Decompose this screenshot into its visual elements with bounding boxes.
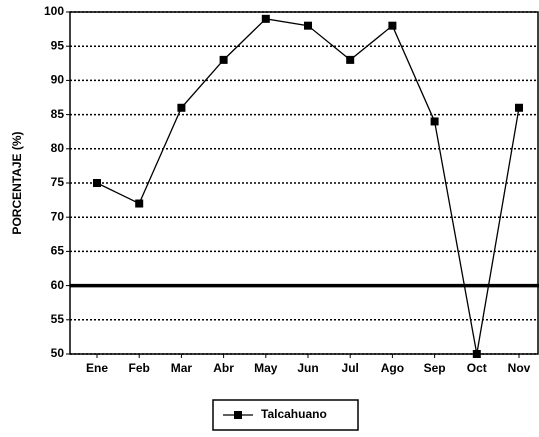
y-tick-label: 50 bbox=[51, 346, 65, 360]
x-tick-label: Abr bbox=[213, 361, 234, 375]
point bbox=[388, 21, 397, 30]
y-tick-label: 75 bbox=[51, 175, 65, 189]
legend-marker bbox=[234, 411, 242, 419]
series-line bbox=[96, 18, 520, 355]
point bbox=[346, 55, 355, 64]
point bbox=[261, 14, 270, 23]
y-tick-label: 90 bbox=[51, 73, 65, 87]
x-tick-label: Feb bbox=[129, 361, 150, 375]
point bbox=[93, 179, 101, 187]
x-tick-label: Oct bbox=[467, 361, 487, 375]
y-tick-label: 60 bbox=[51, 278, 65, 292]
x-tick-label: May bbox=[254, 361, 278, 375]
x-tick-label: Ene bbox=[86, 361, 108, 375]
y-axis-label: PORCENTAJE (%) bbox=[10, 131, 24, 234]
point bbox=[304, 21, 312, 30]
y-tick-label: 55 bbox=[51, 312, 65, 326]
y-tick-label: 100 bbox=[44, 4, 64, 18]
plot-frame bbox=[69, 11, 539, 355]
point bbox=[177, 103, 186, 112]
legend-label: Talcahuano bbox=[261, 407, 327, 421]
y-tick-label: 65 bbox=[51, 244, 65, 258]
y-tick-label: 70 bbox=[51, 209, 65, 223]
x-tick-label: Sep bbox=[424, 361, 446, 375]
y-tick-label: 80 bbox=[51, 141, 65, 155]
x-tick-label: Nov bbox=[508, 361, 531, 375]
point bbox=[135, 199, 144, 208]
point bbox=[472, 350, 481, 358]
legend-box bbox=[212, 399, 359, 431]
y-tick-label: 85 bbox=[51, 107, 65, 121]
point bbox=[515, 103, 523, 112]
x-tick-label: Mar bbox=[171, 361, 193, 375]
x-tick-label: Jul bbox=[342, 361, 359, 375]
point bbox=[430, 117, 439, 126]
x-tick-label: Ago bbox=[381, 361, 404, 375]
x-tick-label: Jun bbox=[297, 361, 318, 375]
point bbox=[219, 55, 228, 64]
y-tick-label: 95 bbox=[51, 38, 65, 52]
